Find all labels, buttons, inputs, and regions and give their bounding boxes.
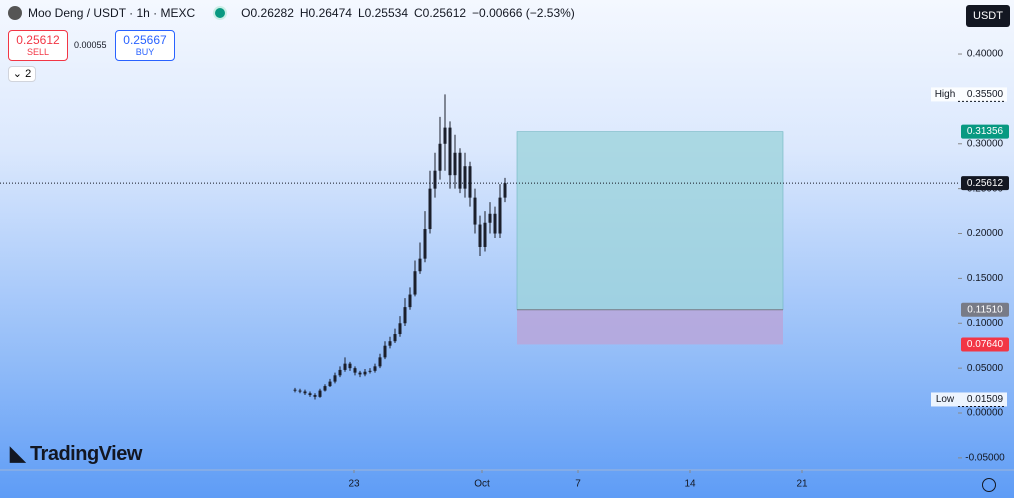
candle-body <box>353 368 357 373</box>
low-value: 0.01509 <box>967 394 1004 405</box>
low-name: Low <box>936 394 955 405</box>
candle-body <box>383 345 387 358</box>
ohlc-change: −0.00666 (−2.53%) <box>472 6 575 20</box>
candle-body <box>423 229 427 259</box>
candle-body <box>403 307 407 324</box>
y-tick-label: 0.40000 <box>967 49 1004 60</box>
stop-label: 0.07640 <box>967 339 1004 350</box>
logo-text: TradingView <box>29 443 142 465</box>
high-value: 0.35500 <box>967 89 1004 100</box>
y-tick-label: 0.10000 <box>967 318 1004 329</box>
y-tick-label: 0.15000 <box>967 273 1004 284</box>
entry-box <box>961 302 1009 317</box>
candle-body <box>303 391 307 394</box>
sell-price: 0.25612 <box>16 33 60 47</box>
loss-zone <box>517 309 783 345</box>
y-tick-label: 0.20000 <box>967 228 1004 239</box>
entry-label: 0.11510 <box>967 304 1003 315</box>
candle-body <box>393 334 397 342</box>
candle-body <box>333 375 337 382</box>
current-price-box <box>961 176 1009 191</box>
x-tick-label: Oct <box>474 479 490 490</box>
x-tick-label: 7 <box>575 479 581 490</box>
settings-icon[interactable] <box>982 478 996 492</box>
candle-body <box>323 386 327 391</box>
sell-button[interactable]: 0.25612 SELL <box>8 30 68 61</box>
candle-body <box>448 127 452 176</box>
candle-body <box>343 363 347 370</box>
buy-label: BUY <box>135 47 155 57</box>
profit-zone <box>516 131 784 311</box>
candle-body <box>408 294 412 308</box>
candle-body <box>398 323 402 335</box>
low-box <box>931 392 1007 407</box>
candle-body <box>473 197 477 225</box>
candle-body <box>348 363 352 369</box>
x-tick-label: 21 <box>796 479 808 490</box>
candle-body <box>498 197 502 234</box>
candle-body <box>313 395 317 397</box>
current-price-label: 0.25612 <box>967 178 1004 189</box>
candle-body <box>363 371 367 375</box>
candle-body <box>368 370 372 372</box>
symbol-icon <box>8 6 22 20</box>
currency-button[interactable]: USDT <box>966 5 1010 27</box>
candle-body <box>478 224 482 247</box>
candle-body <box>338 369 342 376</box>
x-tick-label: 23 <box>348 479 360 490</box>
candle-body <box>488 213 492 223</box>
candle-body <box>428 188 432 230</box>
y-tick-label: 0.00000 <box>967 408 1004 419</box>
candle-body <box>468 166 472 198</box>
candle-body <box>373 366 377 371</box>
candle-body <box>453 152 457 176</box>
candle-body <box>308 393 312 396</box>
ohlc-open: O0.26282 <box>241 6 294 20</box>
ohlc-high: H0.26474 <box>299 6 352 20</box>
candle-body <box>413 271 417 295</box>
legend-header: Moo Deng / USDT · 1h · MEXC O0.26282 H0.… <box>8 6 575 20</box>
status-dot <box>215 8 226 18</box>
candle-body <box>388 341 392 346</box>
indicators-count: 2 <box>25 68 32 80</box>
ohlc-close: C0.25612 <box>414 6 467 20</box>
candle-body <box>293 389 297 391</box>
target-box <box>961 124 1009 139</box>
candle-body <box>418 258 422 272</box>
candle-body <box>443 127 447 144</box>
stop-box <box>961 337 1009 352</box>
sell-label: SELL <box>26 47 50 57</box>
candle-body <box>328 381 332 387</box>
candle-body <box>458 152 462 189</box>
candle-body <box>298 390 302 392</box>
buy-button[interactable]: 0.25667 BUY <box>115 30 175 61</box>
y-tick-label: 0.30000 <box>967 138 1004 149</box>
indicators-toggle[interactable]: ⌄ 2 <box>8 66 36 82</box>
high-name: High <box>935 89 956 100</box>
candle-body <box>503 183 507 198</box>
candle-body <box>493 213 497 234</box>
x-tick-label: 14 <box>684 479 696 490</box>
target-label: 0.31356 <box>967 126 1004 137</box>
candle-body <box>358 372 362 375</box>
symbol[interactable]: Moo Deng / USDT · 1h · MEXC <box>28 6 196 20</box>
candle-body <box>318 390 322 397</box>
candle-body <box>438 143 442 171</box>
buy-price: 0.25667 <box>123 33 167 47</box>
candle-body <box>463 166 467 189</box>
candle-body <box>483 222 487 247</box>
logo: ◣ TradingView <box>10 443 142 465</box>
spread: 0.00055 <box>74 40 107 50</box>
candle-body <box>378 357 382 367</box>
high-box <box>931 87 1007 102</box>
candle-body <box>433 170 437 189</box>
y-tick-label: -0.05000 <box>965 453 1005 464</box>
ohlc-low: L0.25534 <box>357 6 408 20</box>
y-tick-label: 0.05000 <box>967 363 1004 374</box>
